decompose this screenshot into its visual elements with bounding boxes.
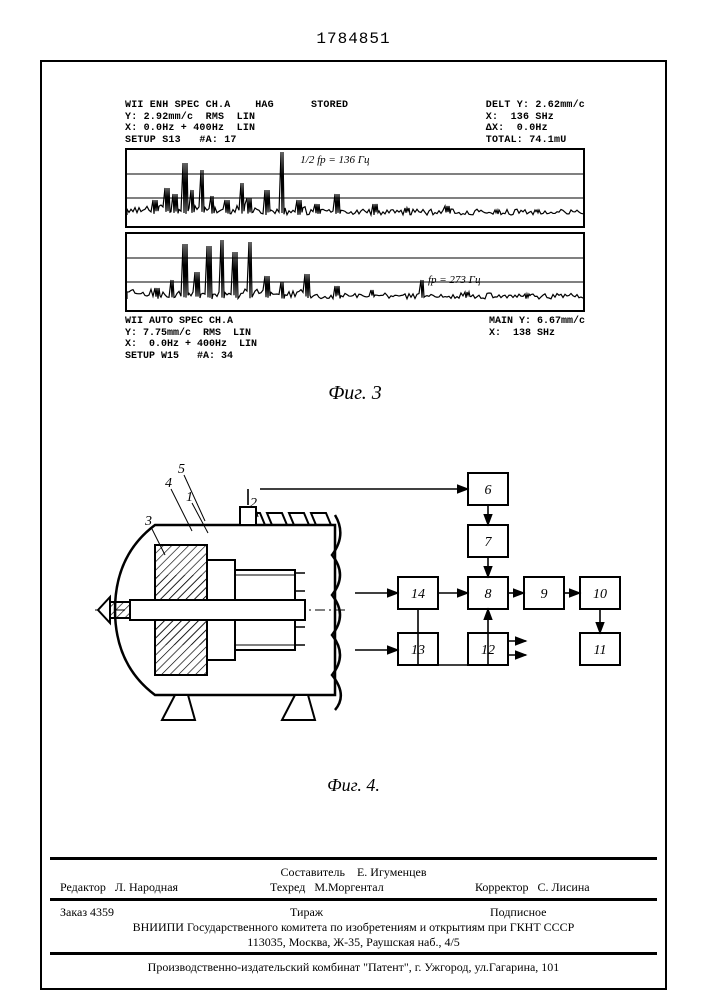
svg-text:6: 6 [485, 483, 492, 498]
peak-label-top: 1/2 fp = 136 Гц [300, 154, 369, 166]
corrector-name: С. Лисина [538, 880, 590, 894]
spectrum-header-right: DELT Y: 2.62mm/c X: 136 SHz ΔX: 0.0Hz TO… [486, 100, 585, 146]
diagram-block: 1234567891011121314 [80, 445, 635, 755]
corrector-label: Корректор [475, 880, 529, 894]
addr-line: 113035, Москва, Ж-35, Раушская наб., 4/5 [0, 935, 707, 950]
svg-text:3: 3 [144, 514, 152, 529]
editor-name: Л. Народная [115, 880, 178, 894]
spectrum-trace-bottom [127, 234, 583, 312]
svg-text:5: 5 [178, 462, 185, 477]
compiler-label: Составитель [281, 865, 345, 879]
printer-line: Производственно-издательский комбинат "П… [0, 960, 707, 975]
svg-text:10: 10 [593, 587, 607, 602]
credits-corrector: Корректор С. Лисина [475, 880, 590, 895]
divider-bottom [50, 952, 657, 955]
svg-text:2: 2 [250, 496, 257, 511]
svg-text:4: 4 [165, 476, 172, 491]
diagram-svg: 1234567891011121314 [80, 445, 635, 755]
spectrum-footer-left: WII AUTO SPEC CH.A Y: 7.75mm/c RMS LIN X… [125, 316, 257, 362]
order-number: Заказ 4359 [60, 905, 114, 920]
divider-top [50, 857, 657, 860]
tirazh-label: Тираж [290, 905, 323, 920]
peak-label-bottom: fp = 273 Гц [428, 274, 481, 286]
fig4-caption: Фиг. 4. [327, 775, 380, 796]
editor-label: Редактор [60, 880, 106, 894]
svg-text:7: 7 [485, 535, 493, 550]
techred-label: Техред [270, 880, 305, 894]
document-number: 1784851 [316, 30, 390, 48]
subscribe-label: Подписное [490, 905, 547, 920]
svg-text:11: 11 [594, 643, 607, 658]
compiler-name: Е. Игуменцев [357, 865, 427, 879]
divider-mid [50, 898, 657, 901]
svg-text:8: 8 [485, 587, 492, 602]
credits-editor: Редактор Л. Народная [60, 880, 178, 895]
fig3-caption: Фиг. 3 [125, 382, 585, 405]
spectrum-header-left: WII ENH SPEC CH.A HAG STORED Y: 2.92mm/c… [125, 100, 348, 146]
spectrum-panel-top: 1/2 fp = 136 Гц [125, 148, 585, 228]
techred-name: М.Моргентал [314, 880, 383, 894]
credits-techred: Техред М.Моргентал [270, 880, 384, 895]
spectrum-header: WII ENH SPEC CH.A HAG STORED Y: 2.92mm/c… [125, 100, 585, 146]
spectrum-block: WII ENH SPEC CH.A HAG STORED Y: 2.92mm/c… [125, 100, 585, 405]
spectrum-panel-bottom: fp = 273 Гц [125, 232, 585, 312]
svg-text:9: 9 [541, 587, 548, 602]
spectrum-footer: WII AUTO SPEC CH.A Y: 7.75mm/c RMS LIN X… [125, 316, 585, 362]
credits-compiler: Составитель Е. Игуменцев [0, 865, 707, 880]
svg-text:14: 14 [411, 587, 425, 602]
org-line: ВНИИПИ Государственного комитета по изоб… [0, 920, 707, 935]
spectrum-footer-right: MAIN Y: 6.67mm/c X: 138 SHz [489, 316, 585, 362]
